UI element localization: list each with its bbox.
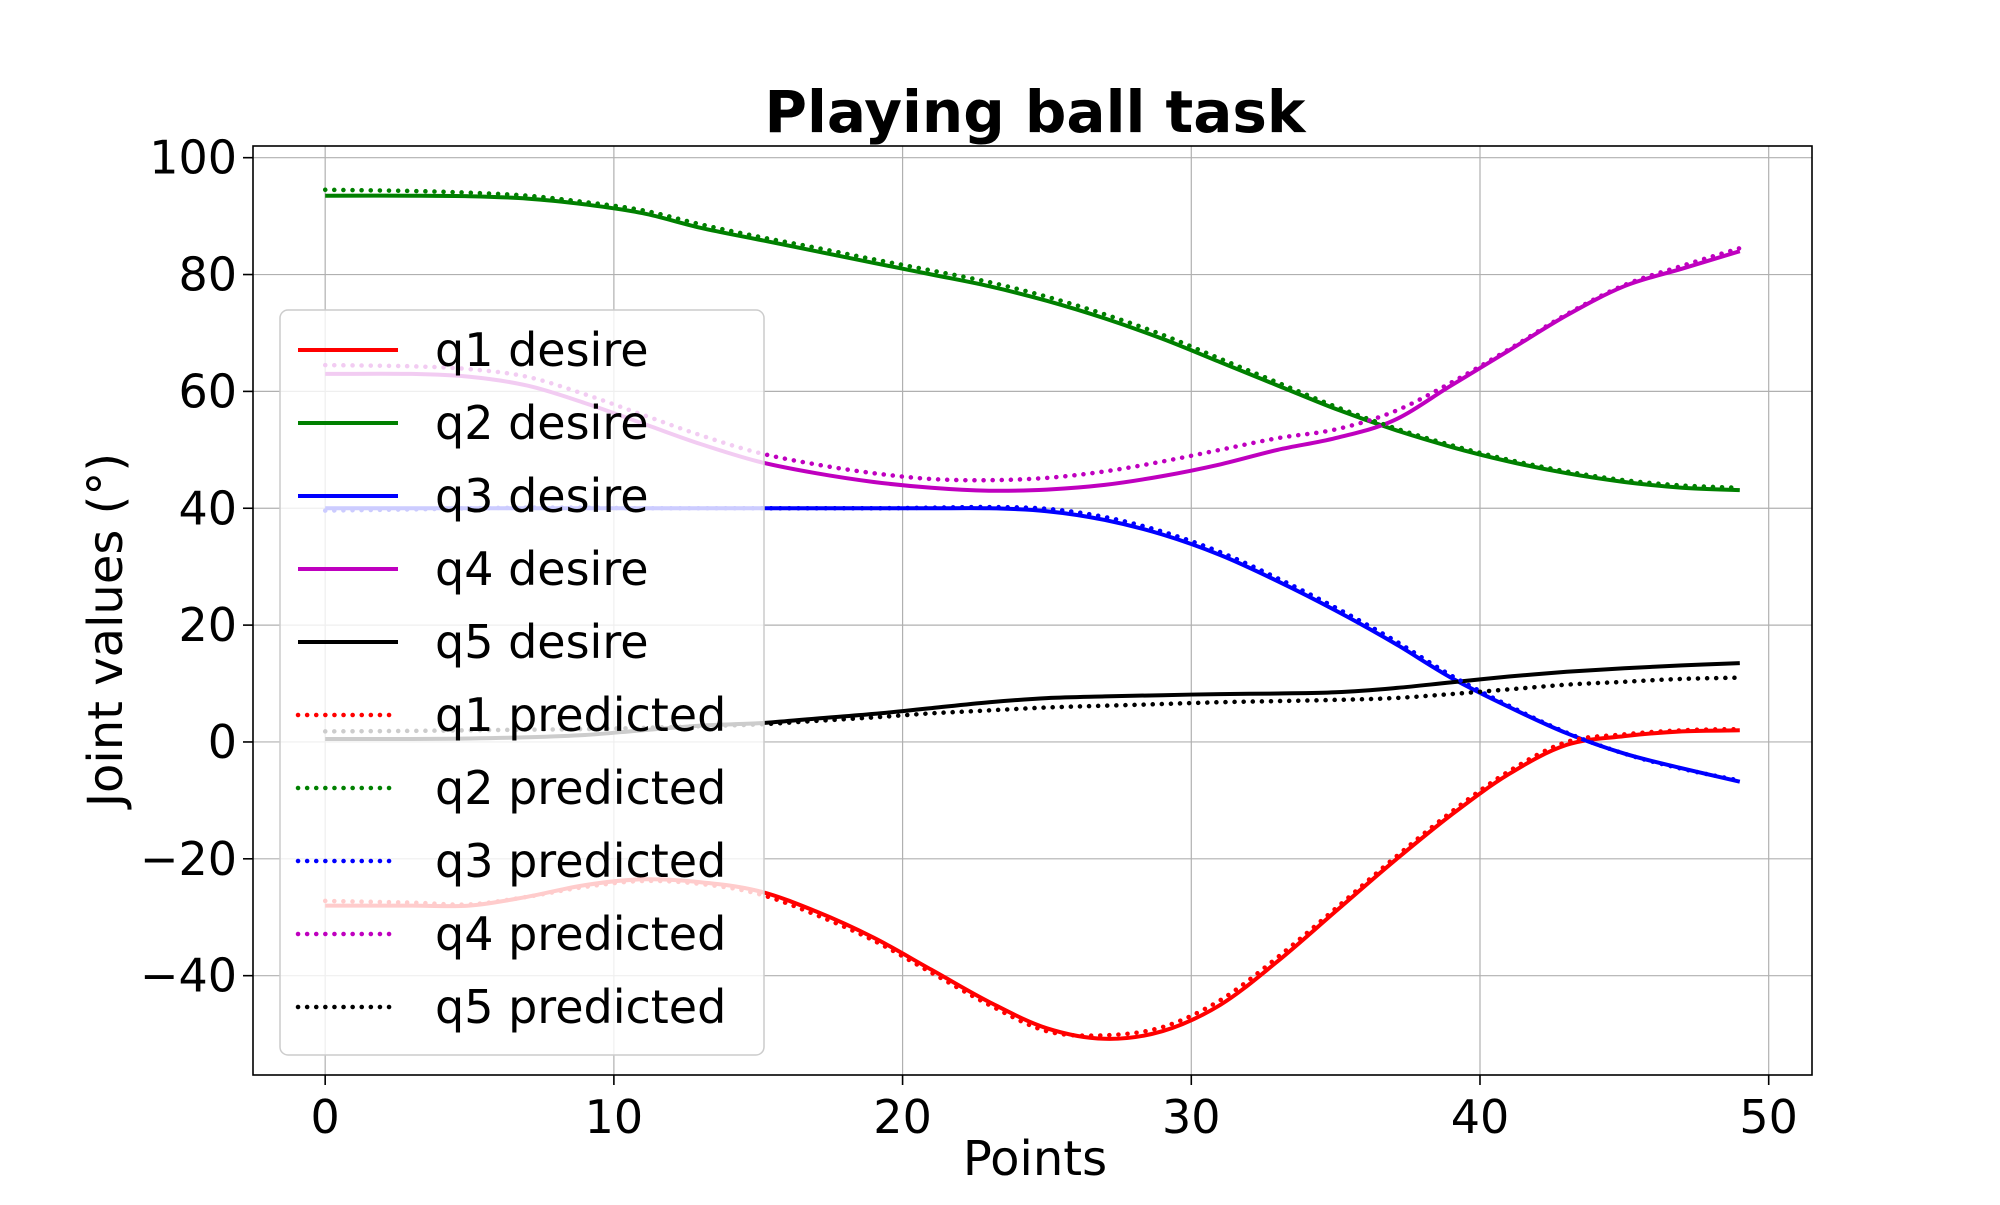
x-tick-label: 10 xyxy=(585,1090,644,1144)
legend-label-q4-predicted: q4 predicted xyxy=(435,907,726,961)
legend-box xyxy=(279,309,765,1056)
series-line-q2-predicted xyxy=(322,187,1743,491)
x-axis-label: Points xyxy=(963,1131,1107,1187)
x-tick-label: 20 xyxy=(873,1090,932,1144)
legend-label-q3-desire: q3 desire xyxy=(435,469,649,523)
legend-label-q5-predicted: q5 predicted xyxy=(435,980,726,1034)
ticks: 0 10 20 30 40 50 −40 −20 0 20 40 60 80 100 xyxy=(140,131,1798,1144)
legend: q1 desire q2 desire q3 desire q4 desire q5 d… xyxy=(279,309,765,1056)
legend-label-q3-predicted: q3 predicted xyxy=(435,834,726,888)
legend-label-q2-predicted: q2 predicted xyxy=(435,761,726,815)
x-tick-label: 40 xyxy=(1451,1090,1510,1144)
legend-label-q1-desire: q1 desire xyxy=(435,323,649,377)
y-tick-label: 20 xyxy=(178,598,237,652)
y-tick-label: −20 xyxy=(140,832,237,886)
y-tick-label: 40 xyxy=(178,481,237,535)
y-axis-label: Joint values (°) xyxy=(78,453,134,810)
legend-label-q1-predicted: q1 predicted xyxy=(435,688,726,742)
legend-label-q4-desire: q4 desire xyxy=(435,542,649,596)
x-tick-label: 50 xyxy=(1739,1090,1798,1144)
series-line-q2-desire xyxy=(325,193,1740,493)
legend-label-q5-desire: q5 desire xyxy=(435,615,649,669)
legend-label-q2-desire: q2 desire xyxy=(435,396,649,450)
chart-title: Playing ball task xyxy=(764,78,1306,146)
y-tick-label: 80 xyxy=(178,248,237,302)
series-line-q3-predicted xyxy=(322,504,1743,783)
y-tick-label: 0 xyxy=(208,715,237,769)
y-tick-label: 60 xyxy=(178,364,237,418)
y-tick-label: −40 xyxy=(140,949,237,1003)
x-tick-label: 30 xyxy=(1162,1090,1221,1144)
plot-frame xyxy=(252,145,1813,1076)
y-tick-label: 100 xyxy=(149,131,237,185)
x-tick-label: 0 xyxy=(311,1090,340,1144)
